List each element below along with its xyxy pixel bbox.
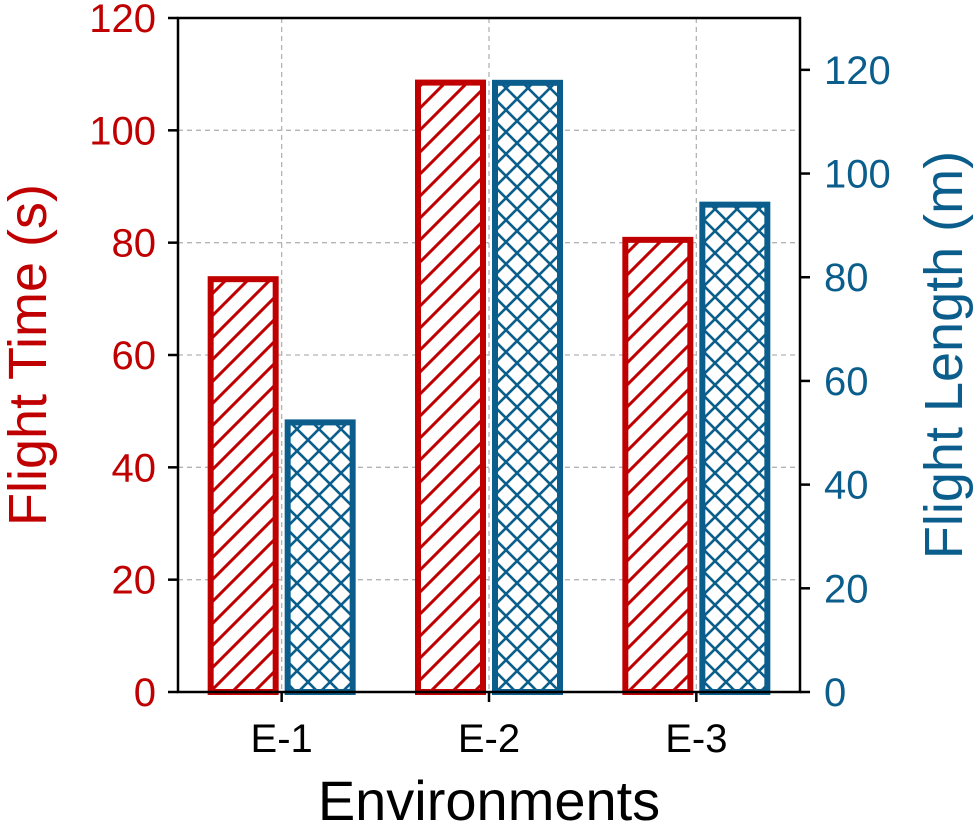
axes — [168, 16, 810, 702]
y-right-tick-label: 80 — [824, 256, 869, 300]
y-left-tick-label: 40 — [112, 446, 157, 490]
bar-outline-flight-time — [622, 236, 694, 695]
bar-outline-flight-time — [207, 276, 279, 695]
y-left-tick-label: 0 — [134, 671, 156, 715]
tick-labels: 0 20 40 60 80 100 120 0 20 40 60 80 100 120 E-1 E-2 E-3 — [89, 0, 891, 761]
y-right-tick-label: 0 — [824, 671, 846, 715]
x-tick-label: E-1 — [251, 717, 313, 761]
plot-frame — [176, 16, 802, 694]
x-axis-label: Environments — [318, 769, 660, 832]
bars — [207, 79, 771, 696]
bar-outline-flight-length — [284, 419, 356, 695]
y-right-tick-label: 120 — [824, 49, 891, 93]
y-axis-right-label: Flight Length (m) — [914, 151, 974, 559]
y-right-tick-label: 60 — [824, 360, 869, 404]
x-tick-label: E-3 — [665, 717, 727, 761]
y-left-tick-label: 60 — [112, 334, 157, 378]
y-right-tick-label: 20 — [824, 567, 869, 611]
bar-outline-flight-time — [415, 79, 486, 695]
y-right-tick-label: 100 — [824, 153, 891, 197]
y-left-tick-label: 120 — [89, 0, 156, 41]
y-left-tick-label: 100 — [89, 109, 156, 153]
y-left-tick-label: 20 — [112, 559, 157, 603]
y-axis-left-label: Flight Time (s) — [0, 184, 58, 526]
x-tick-label: E-2 — [458, 717, 520, 761]
bar-outline-flight-length — [699, 201, 771, 695]
y-left-tick-label: 80 — [112, 222, 157, 266]
bar-outline-flight-length — [492, 79, 563, 696]
y-right-tick-label: 40 — [824, 464, 869, 508]
